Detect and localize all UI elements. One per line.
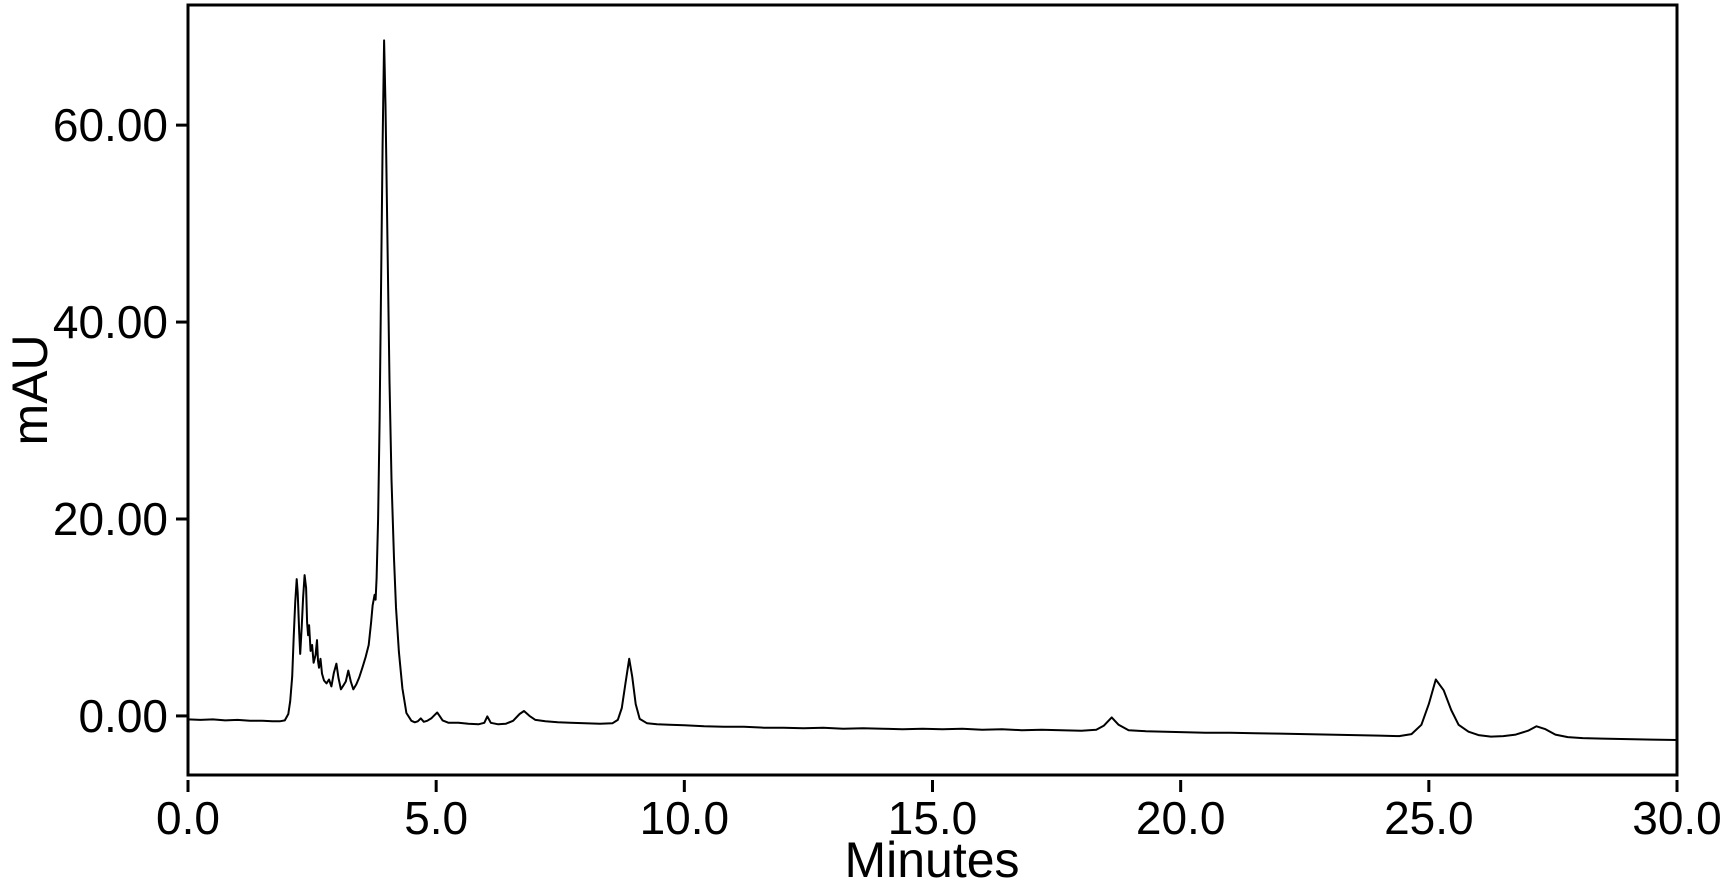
y-tick-label: 60.00	[53, 99, 168, 151]
x-tick-label: 0.0	[156, 792, 220, 844]
x-tick-label: 10.0	[640, 792, 730, 844]
x-axis-ticks: 0.0 5.0 10.0 15.0 20.0 25.0 30.0	[156, 780, 1721, 844]
y-axis-label: mAU	[2, 334, 58, 445]
trace-path	[187, 39, 1678, 741]
y-tick-label: 40.00	[53, 296, 168, 348]
y-tick-label: 20.00	[53, 493, 168, 545]
x-tick-label: 25.0	[1384, 792, 1474, 844]
x-tick-label: 5.0	[404, 792, 468, 844]
x-tick-label: 20.0	[1136, 792, 1226, 844]
x-tick-label: 15.0	[888, 792, 978, 844]
x-tick-label: 30.0	[1632, 792, 1721, 844]
plot-frame	[186, 3, 1679, 777]
x-axis-label: Minutes	[844, 832, 1019, 888]
y-tick-label: 0.00	[78, 690, 168, 742]
y-axis-ticks: 0.00 20.00 40.00 60.00	[53, 99, 188, 742]
